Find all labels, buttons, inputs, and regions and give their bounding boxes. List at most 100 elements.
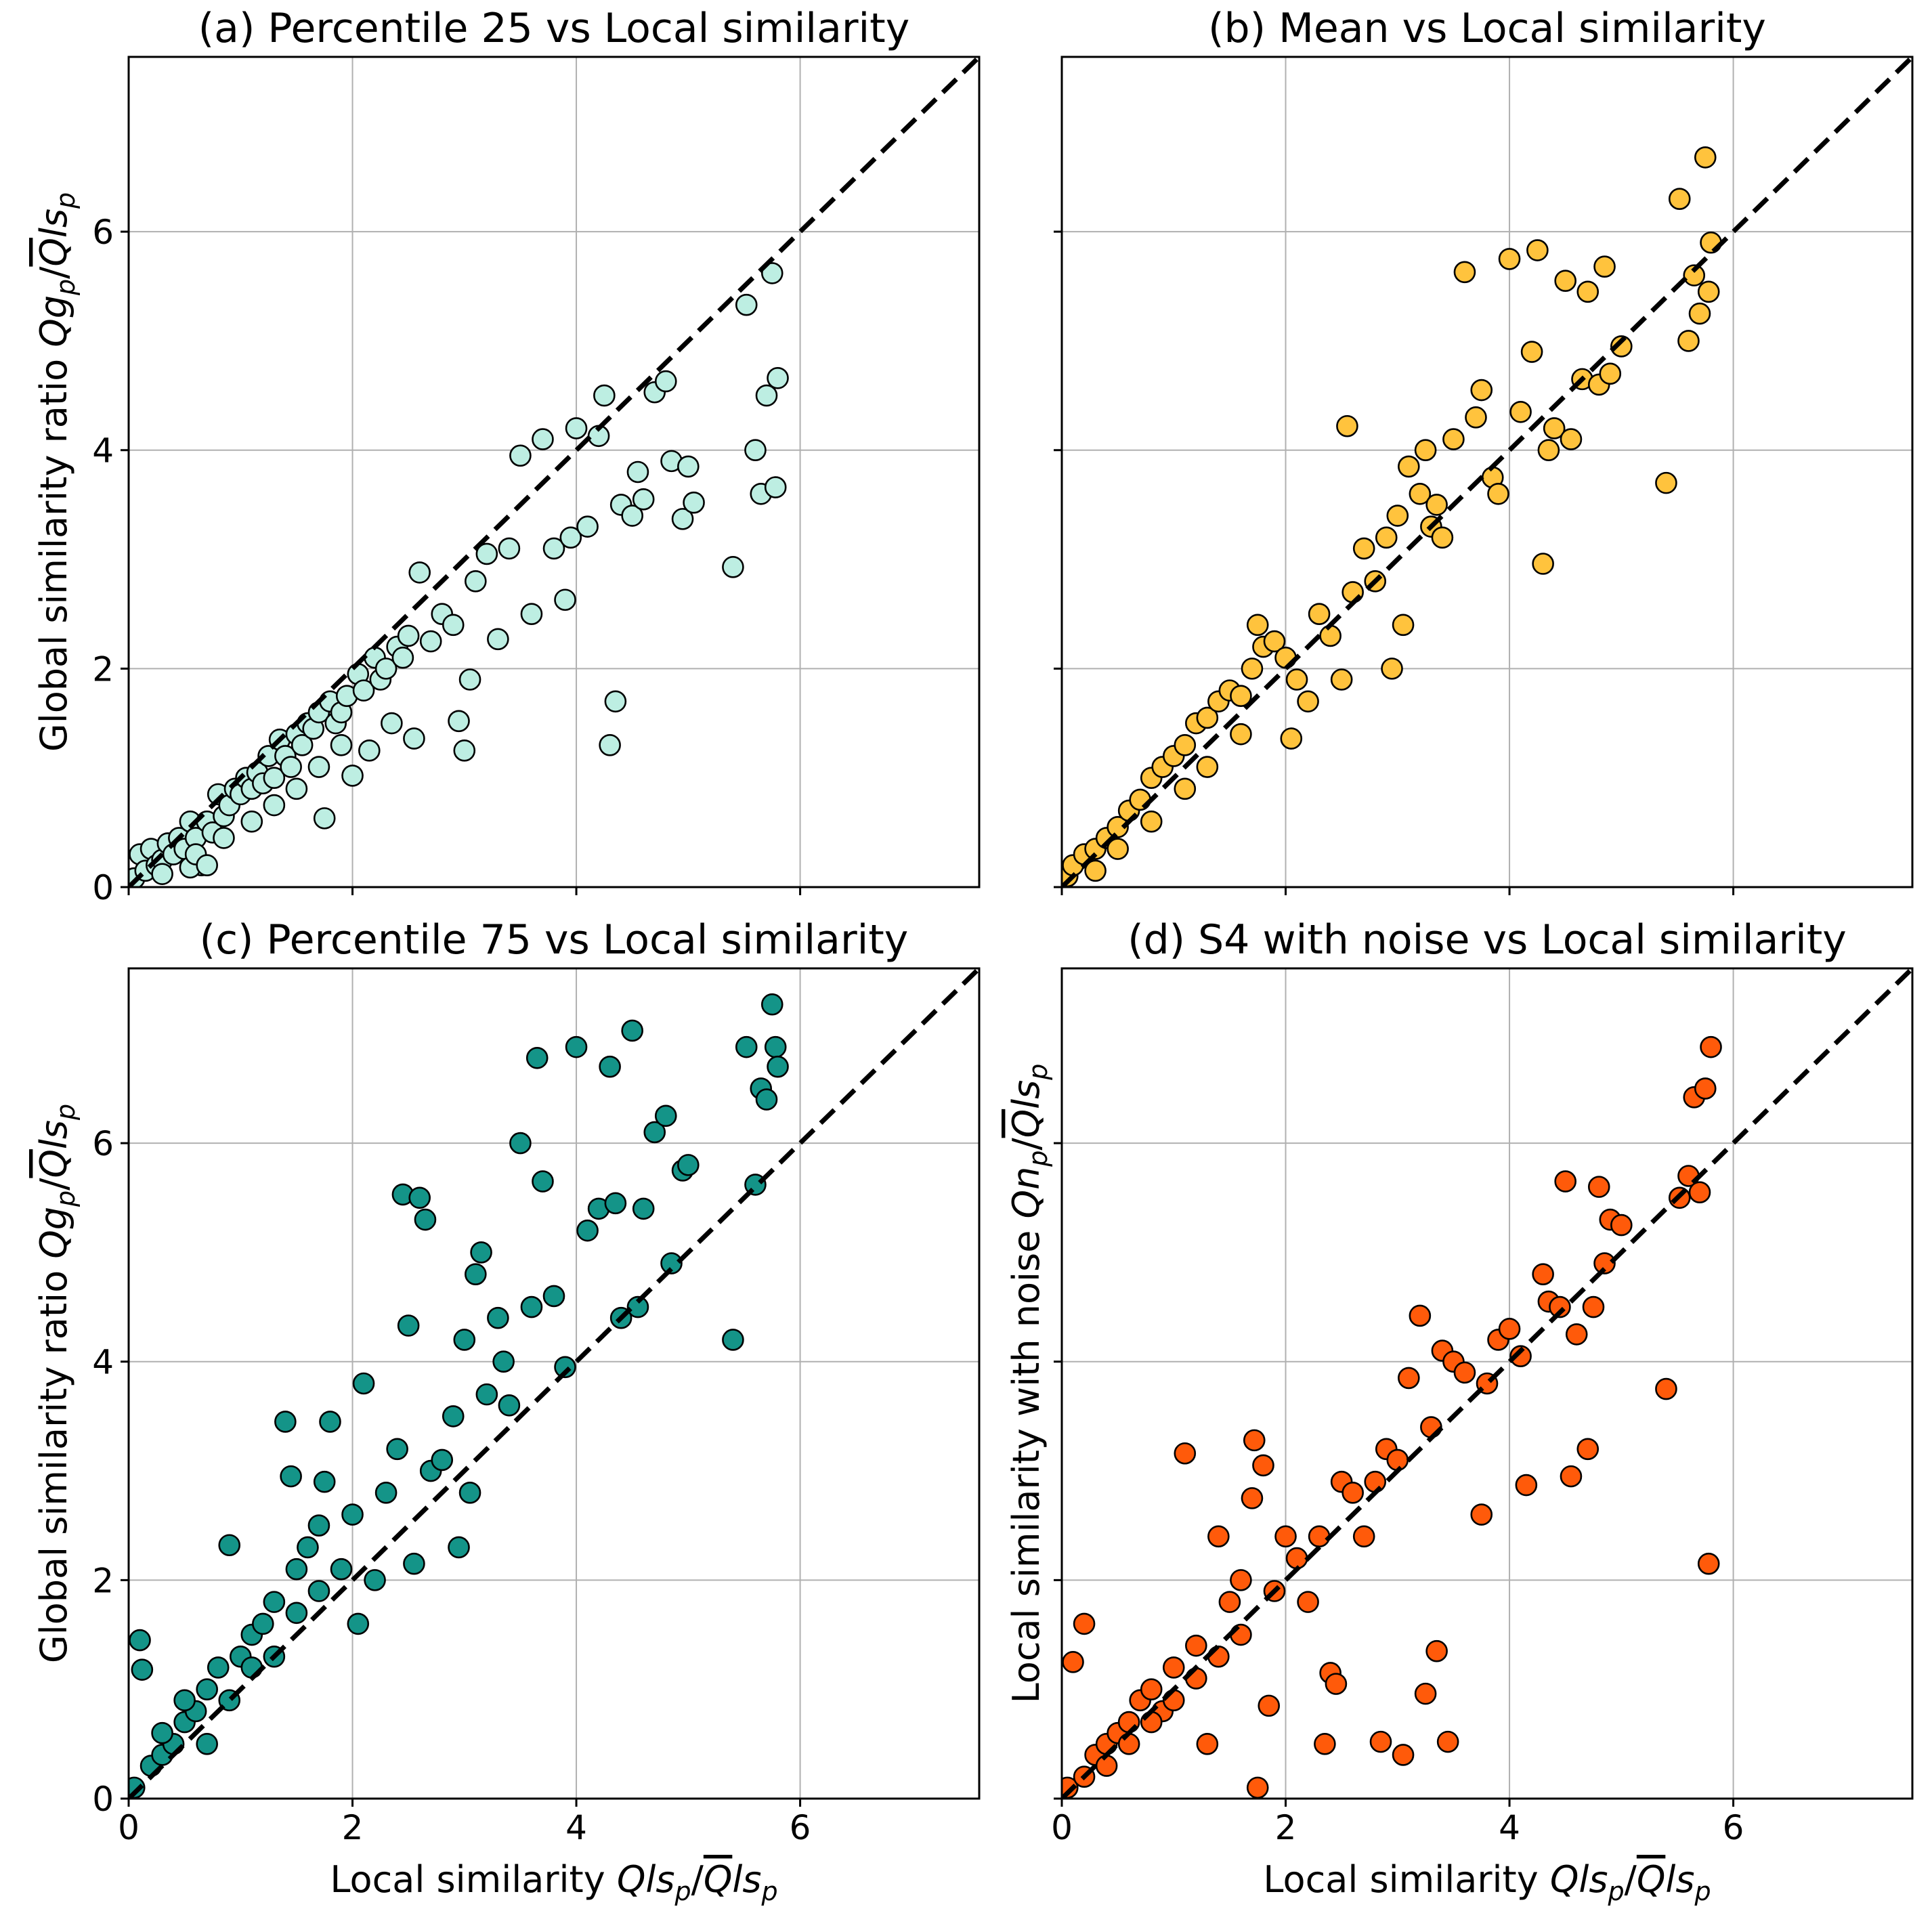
scatter-point xyxy=(1431,526,1454,549)
axes-frame xyxy=(1060,56,1914,888)
scatter-point xyxy=(1655,1377,1677,1400)
scatter-point xyxy=(1308,603,1331,626)
scatter-point xyxy=(291,733,314,756)
scatter-point xyxy=(767,1055,789,1078)
scatter-point xyxy=(599,733,621,756)
scatter-point xyxy=(151,863,173,885)
scatter-point xyxy=(319,1411,341,1433)
y-tick-label: 0 xyxy=(92,1780,114,1819)
scatter-point xyxy=(1230,723,1252,746)
x-tick-label: 4 xyxy=(1499,1808,1520,1847)
scatter-point xyxy=(465,570,487,593)
scatter-point xyxy=(532,428,554,450)
axes-frame xyxy=(1060,967,1914,1800)
scatter-point xyxy=(498,1394,521,1417)
scatter-point xyxy=(1697,1552,1720,1575)
scatter-point xyxy=(1095,1755,1118,1777)
scatter-series xyxy=(1062,1035,1722,1799)
scatter-point xyxy=(604,690,627,713)
scatter-point xyxy=(1263,630,1286,653)
scatter-point xyxy=(760,993,783,1016)
scatter-point xyxy=(576,1219,599,1242)
scatter-point xyxy=(532,1170,554,1193)
x-tick-label: 0 xyxy=(118,1808,139,1847)
scatter-point xyxy=(1297,1591,1319,1613)
scatter-point xyxy=(520,603,543,626)
scatter-point xyxy=(1336,414,1358,437)
scatter-point xyxy=(465,1263,487,1285)
scatter-point xyxy=(263,794,286,817)
scatter-point xyxy=(525,1046,549,1069)
scatter-point xyxy=(1062,1651,1084,1673)
scatter-point xyxy=(632,1197,655,1220)
y-tick-label: 4 xyxy=(92,431,114,471)
scatter-point xyxy=(1655,471,1677,494)
scatter-point xyxy=(1526,239,1549,261)
scatter-point xyxy=(1470,379,1493,402)
scatter-point xyxy=(621,505,643,527)
scatter-point xyxy=(1196,756,1219,778)
scatter-point xyxy=(621,1019,643,1042)
scatter-point xyxy=(509,1132,532,1155)
scatter-point xyxy=(374,658,398,680)
scatter-point xyxy=(487,1306,509,1329)
scatter-point xyxy=(1694,146,1717,169)
scatter-point xyxy=(403,1552,425,1575)
scatter-point xyxy=(1140,810,1163,833)
scatter-series xyxy=(129,993,789,1799)
scatter-point xyxy=(1230,1569,1252,1591)
scatter-point xyxy=(1218,1591,1241,1613)
scatter-point xyxy=(1246,614,1269,637)
scatter-point xyxy=(442,614,465,637)
scatter-point xyxy=(1207,1525,1230,1548)
scatter-point xyxy=(559,526,582,549)
scatter-point xyxy=(1700,1035,1722,1058)
scatter-point xyxy=(1386,1448,1409,1472)
y-tick-label: 2 xyxy=(92,1561,114,1600)
scatter-point xyxy=(1107,838,1129,860)
scatter-point xyxy=(677,1154,700,1176)
scatter-point xyxy=(347,1612,370,1635)
scatter-point xyxy=(330,733,353,756)
scatter-point xyxy=(542,537,565,560)
scatter-point xyxy=(626,460,649,484)
scatter-point xyxy=(760,262,783,284)
scatter-point xyxy=(448,710,470,733)
scatter-point xyxy=(1386,505,1409,527)
scatter-point xyxy=(744,439,767,462)
scatter-point xyxy=(285,1602,308,1625)
scatter-point xyxy=(414,1208,437,1231)
scatter-point xyxy=(330,1558,353,1581)
scatter-point xyxy=(397,624,420,647)
x-axis-label: Local similarity Qlsp/Qlsp xyxy=(1263,1858,1711,1906)
scatter-point xyxy=(1409,1304,1432,1327)
scatter-point xyxy=(374,1482,398,1504)
scatter-point xyxy=(475,542,498,565)
y-axis-label: Global similarity ratio Qgp/Qlsp xyxy=(33,1104,81,1663)
scatter-point xyxy=(599,1055,621,1078)
scatter-point xyxy=(263,1591,286,1613)
scatter-point xyxy=(297,1536,319,1559)
scatter-point xyxy=(1593,1252,1616,1274)
scatter-point xyxy=(1599,362,1622,385)
scatter-point xyxy=(207,1656,230,1679)
scatter-point xyxy=(307,1514,330,1537)
scatter-point xyxy=(1425,1639,1448,1662)
scatter-point xyxy=(1683,264,1706,286)
scatter-point xyxy=(403,727,425,750)
scatter-point xyxy=(453,739,476,762)
panel-b: (b) Mean vs Local similarity xyxy=(1054,5,1914,895)
scatter-point xyxy=(509,444,532,467)
scatter-point xyxy=(1162,1656,1185,1679)
y-tick-label: 0 xyxy=(92,868,114,907)
scatter-point xyxy=(1610,335,1633,358)
scatter-point xyxy=(1341,1482,1364,1504)
scatter-point xyxy=(1314,1733,1336,1755)
scatter-point xyxy=(1560,1465,1583,1488)
scatter-point xyxy=(1196,706,1219,729)
scatter-point xyxy=(554,1356,576,1379)
scatter-point xyxy=(755,1088,778,1111)
scatter-point xyxy=(735,1035,758,1058)
